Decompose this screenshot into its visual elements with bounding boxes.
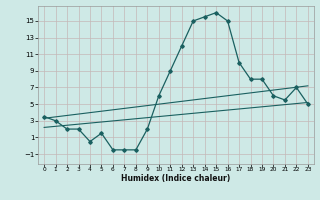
X-axis label: Humidex (Indice chaleur): Humidex (Indice chaleur) [121,174,231,183]
